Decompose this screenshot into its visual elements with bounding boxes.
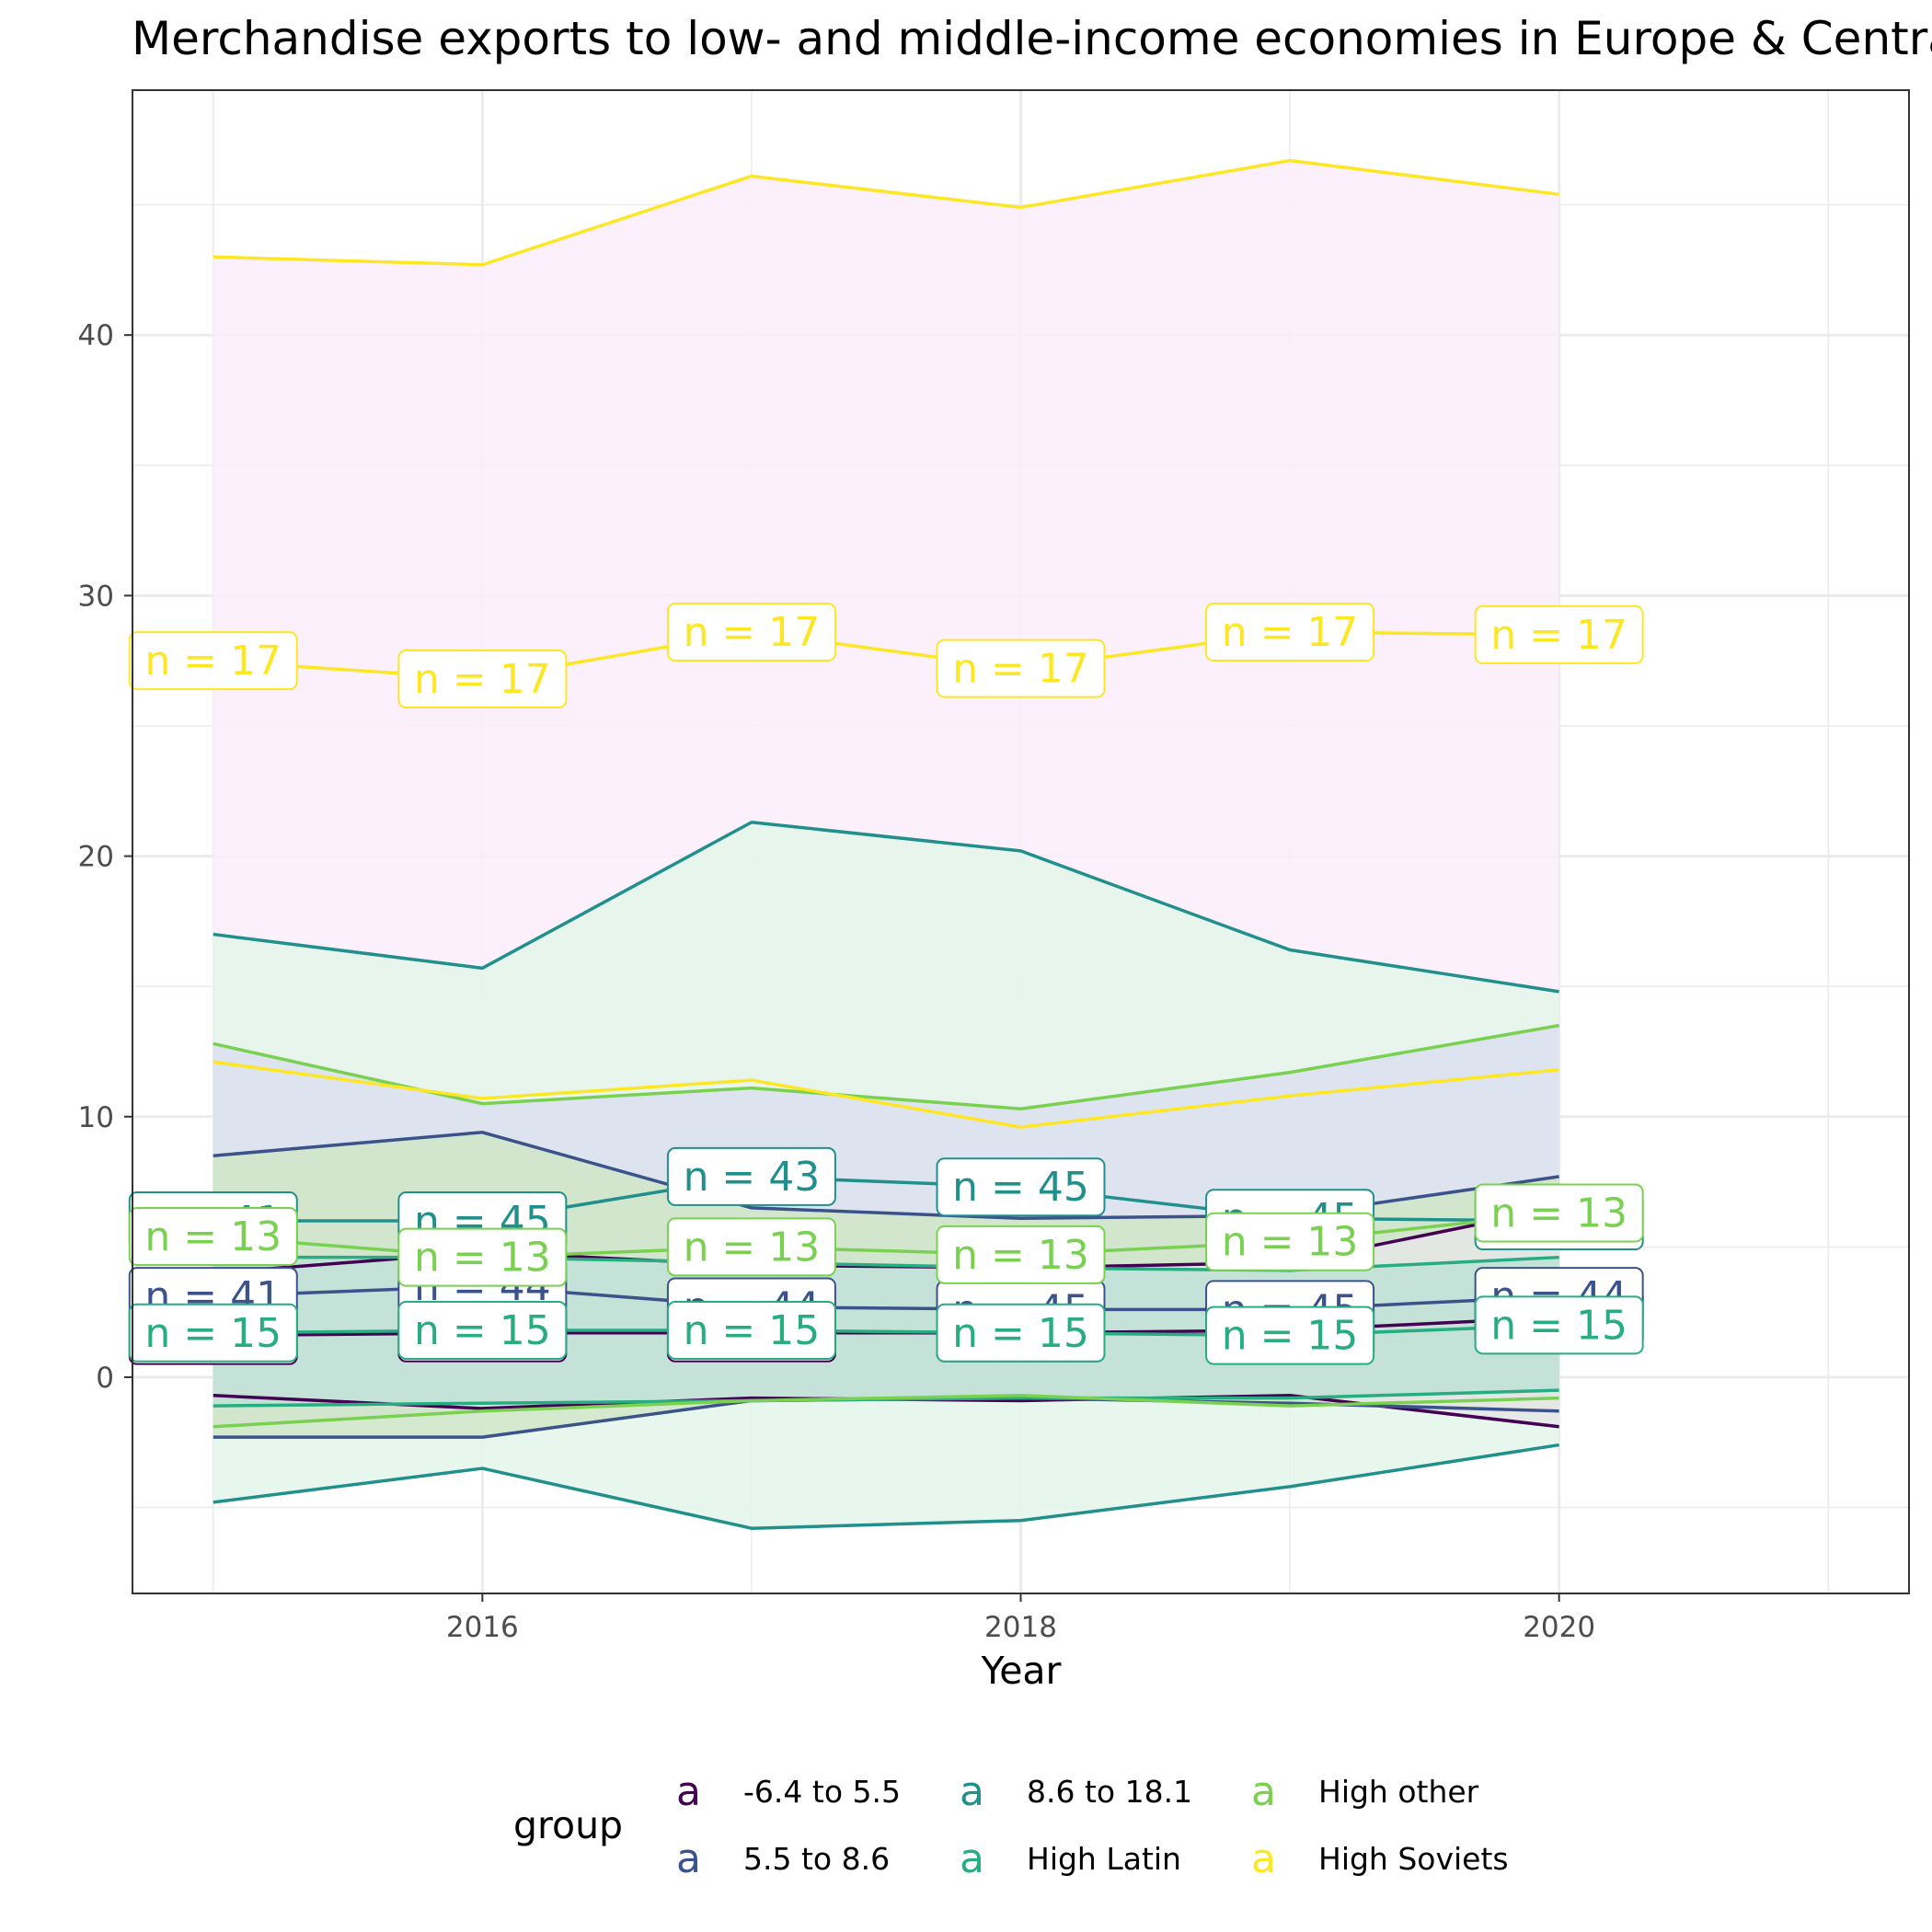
legend-item-label: High other (1318, 1774, 1479, 1810)
y-tick-label: 30 (78, 580, 114, 613)
n-label-box (666, 1217, 836, 1277)
n-label-text: n = 13 (1490, 1190, 1627, 1237)
n-label-text: n = 13 (952, 1232, 1089, 1279)
x-tick-label: 2016 (446, 1611, 519, 1644)
n-label-text: n = 15 (1490, 1302, 1627, 1349)
x-tick-label: 2020 (1523, 1611, 1595, 1644)
axes: 2016 2018 2020 0 10 20 30 40 (78, 319, 1596, 1644)
n-label: n = 15 (397, 1300, 568, 1360)
n-label-text: n = 15 (684, 1307, 821, 1354)
y-tick-label: 20 (78, 841, 114, 874)
n-label: n = 13 (1205, 1212, 1375, 1271)
n-label: n = 15 (936, 1303, 1106, 1363)
n-label: n = 17 (128, 631, 298, 691)
n-label-box (1205, 1212, 1375, 1271)
n-label: n = 15 (666, 1300, 836, 1360)
legend-item-label: -6.4 to 5.5 (743, 1774, 901, 1810)
n-label: n = 15 (128, 1303, 298, 1363)
n-label-text: n = 13 (414, 1235, 551, 1282)
n-label-text: n = 13 (144, 1213, 282, 1260)
legend: group a -6.4 to 5.5 a 5.5 to 8.6 a 8.6 to 18.… (513, 1768, 1509, 1882)
n-label-box (936, 638, 1106, 698)
n-label: n = 13 (1474, 1183, 1644, 1243)
n-label-box (1474, 1183, 1644, 1243)
n-label-box (666, 1300, 836, 1360)
n-label-text: n = 15 (952, 1310, 1089, 1357)
n-label-text: n = 17 (414, 656, 551, 703)
legend-item-label: 8.6 to 18.1 (1027, 1774, 1192, 1810)
legend-key: a (960, 1768, 984, 1815)
series-lower-line-8-6-to-18-1 (213, 1443, 1559, 1530)
n-label-box (1474, 1295, 1644, 1355)
n-label: n = 17 (666, 603, 836, 662)
n-label-box (128, 1303, 298, 1363)
n-label-box (936, 1225, 1106, 1284)
n-label-text: n = 15 (414, 1307, 551, 1354)
n-label-box (936, 1157, 1106, 1217)
n-label-box (1205, 603, 1375, 662)
n-label-text: n = 17 (952, 646, 1089, 693)
n-label: n = 13 (666, 1217, 836, 1277)
x-tick-label: 2018 (984, 1611, 1057, 1644)
n-labels: n = 41n = 44n = 44n = 45n = 45n = 44n = … (128, 603, 1644, 1365)
n-label-text: n = 13 (1222, 1219, 1359, 1266)
n-label-text: n = 45 (952, 1164, 1089, 1211)
n-label: n = 13 (128, 1207, 298, 1267)
n-label: n = 17 (1205, 603, 1375, 662)
n-label-text: n = 15 (144, 1310, 282, 1357)
n-label-text: n = 17 (1490, 612, 1627, 659)
legend-title: group (513, 1803, 623, 1847)
series-upper-line-high-soviets (213, 158, 1559, 267)
n-label: n = 45 (936, 1157, 1106, 1217)
series-upper-line-8-6-to-18-1 (213, 821, 1559, 994)
n-label-box (397, 650, 568, 709)
n-label-box (397, 1227, 568, 1287)
n-label-text: n = 17 (1222, 609, 1359, 656)
legend-item-label: High Latin (1027, 1841, 1181, 1877)
n-label-text: n = 17 (684, 609, 821, 656)
legend-key: a (1251, 1835, 1276, 1882)
n-label-text: n = 13 (684, 1224, 821, 1271)
series-lower-line-high-other (213, 1394, 1559, 1429)
n-label-text: n = 43 (684, 1154, 821, 1201)
n-label-text: n = 17 (144, 638, 282, 684)
n-label: n = 17 (936, 638, 1106, 698)
n-label-box (666, 1146, 836, 1206)
n-label-box (397, 1300, 568, 1360)
n-label: n = 17 (397, 650, 568, 709)
series-lower-line-high-soviets (213, 1060, 1559, 1129)
chart-title: Merchandise exports to low- and middle-i… (132, 12, 1932, 65)
legend-key: a (960, 1835, 984, 1882)
n-label: n = 13 (936, 1225, 1106, 1284)
n-label: n = 15 (1474, 1295, 1644, 1355)
n-label: n = 15 (1205, 1305, 1375, 1365)
n-label-box (1474, 604, 1644, 664)
legend-item-label: 5.5 to 8.6 (743, 1841, 890, 1877)
n-label-box (666, 603, 836, 662)
y-tick-label: 10 (78, 1101, 114, 1134)
n-label-text: n = 15 (1222, 1313, 1359, 1360)
n-label: n = 43 (666, 1146, 836, 1206)
legend-key: a (1251, 1768, 1276, 1815)
y-tick-label: 0 (96, 1362, 114, 1395)
legend-item-label: High Soviets (1318, 1841, 1509, 1877)
legend-key: a (676, 1835, 701, 1882)
n-label-box (128, 631, 298, 691)
n-label: n = 13 (397, 1227, 568, 1287)
y-tick-label: 40 (78, 319, 114, 352)
n-label-box (128, 1207, 298, 1267)
n-label-box (1205, 1305, 1375, 1365)
x-axis-title: Year (981, 1649, 1062, 1693)
ribbon-high-soviets (213, 160, 1559, 1128)
legend-key: a (676, 1768, 701, 1815)
n-label-box (936, 1303, 1106, 1363)
n-label: n = 17 (1474, 604, 1644, 664)
